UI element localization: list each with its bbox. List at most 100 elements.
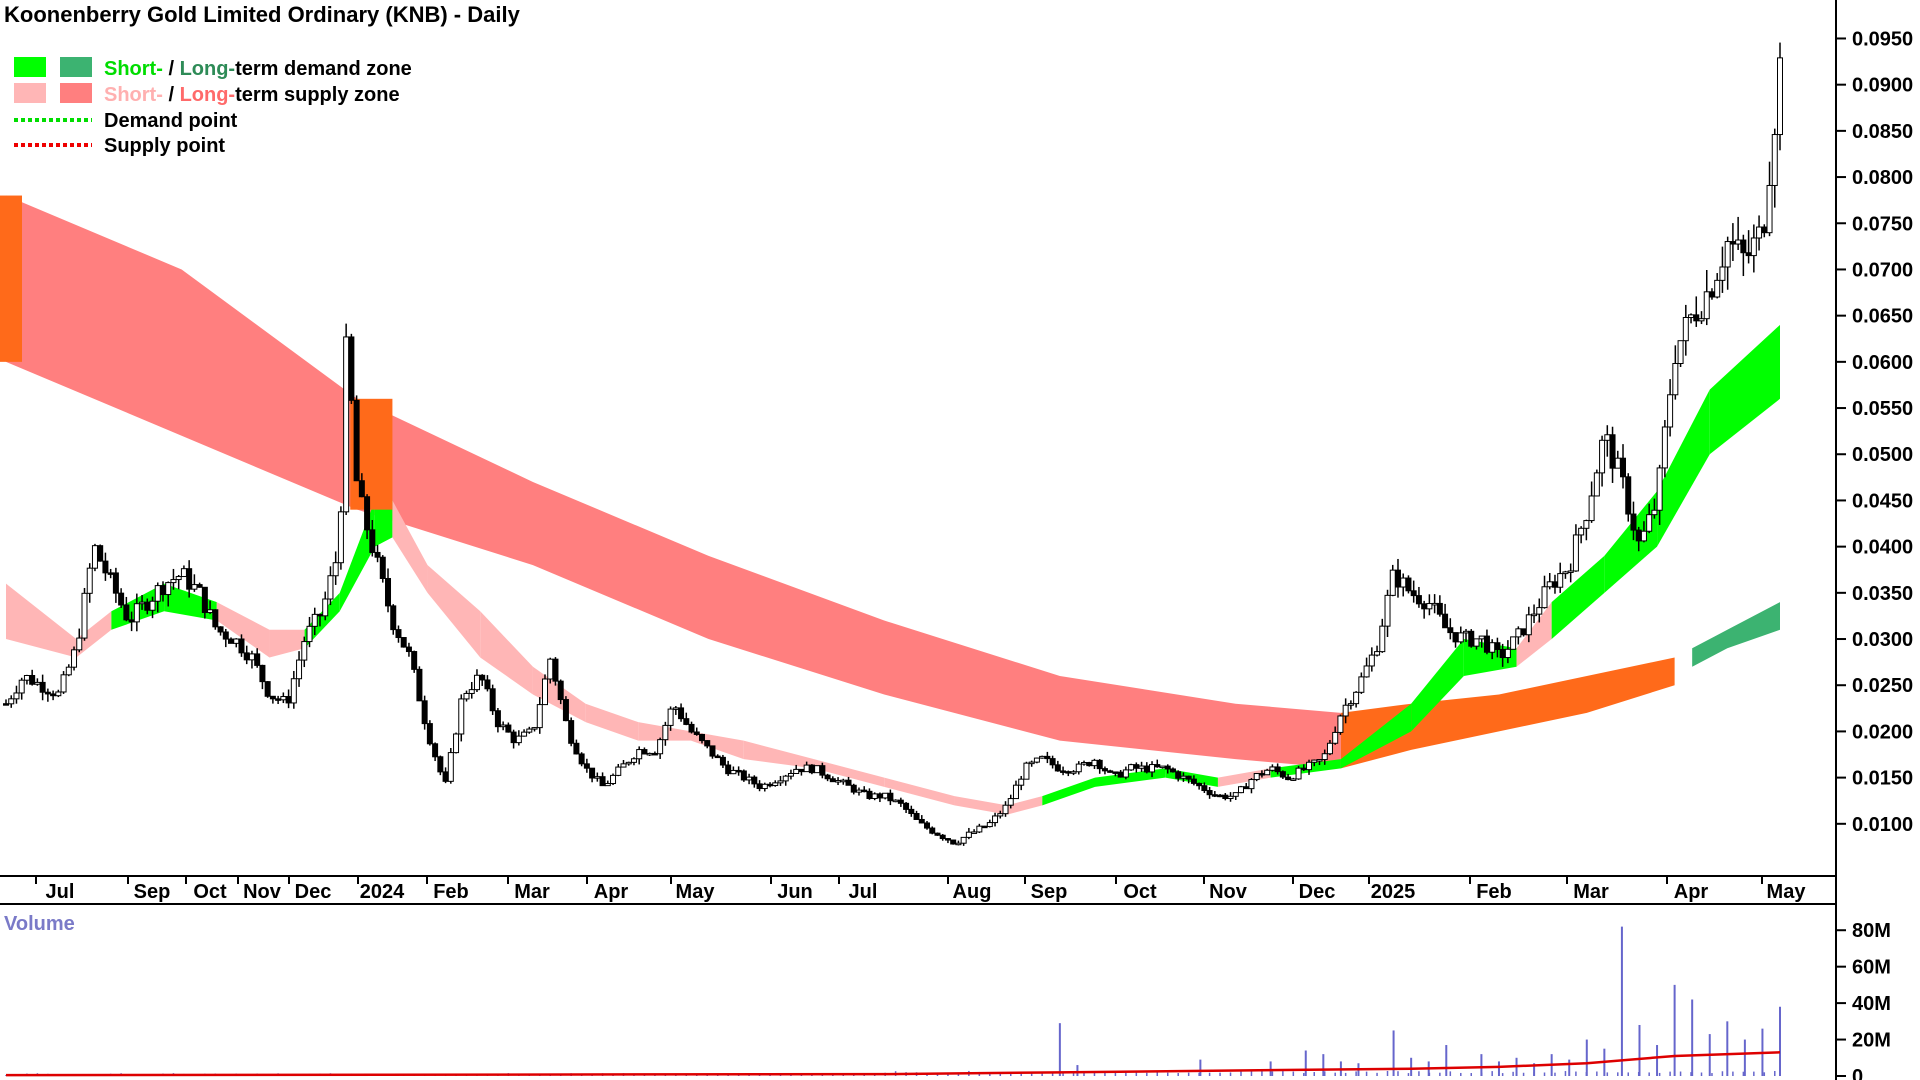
candle-body: [1154, 764, 1161, 768]
volume-panel: [5, 926, 1781, 1077]
candle-body: [1750, 237, 1757, 257]
candle-body: [761, 783, 768, 790]
candle-body: [107, 572, 114, 575]
date-axis: Jul Sep Oct Nov Dec 2024 Feb Mar Apr May Jun Jul Aug…: [35, 876, 1807, 903]
candle-body: [866, 790, 873, 799]
short-term-demand-zone: [1340, 703, 1412, 769]
short-term-supply-zone: [392, 500, 428, 593]
candle-body: [1326, 742, 1333, 755]
date-tick-label: May: [1767, 881, 1807, 903]
candle-body: [1604, 434, 1611, 441]
candle-body: [170, 579, 177, 584]
date-tick-label: Mar: [1573, 881, 1609, 903]
candle-body: [1374, 651, 1381, 656]
candle-body: [1159, 765, 1166, 769]
candle-body: [97, 545, 104, 562]
candle-body: [212, 609, 219, 628]
candle-body: [191, 584, 198, 590]
date-tick-label: Apr: [1674, 881, 1709, 903]
candle-body: [1656, 467, 1663, 511]
candle-body: [892, 799, 899, 803]
candle-body: [1572, 534, 1579, 572]
candle-body: [630, 758, 637, 763]
candle-body: [819, 765, 826, 776]
candle-body: [1070, 771, 1077, 774]
price-tick-label: 0.0650: [1852, 306, 1913, 328]
candle-body: [91, 545, 98, 569]
short-term-supply-zone: [884, 777, 955, 806]
candle-body: [1426, 603, 1433, 610]
candle-body: [908, 808, 915, 815]
date-tick-label: May: [676, 881, 716, 903]
candle-body: [1122, 769, 1129, 778]
candle-body: [918, 818, 925, 824]
candle-body: [808, 764, 815, 774]
candle-body: [1708, 291, 1715, 298]
candle-body: [835, 780, 842, 783]
candle-body: [201, 586, 208, 614]
candle-body: [1724, 241, 1731, 268]
chart-title: Koonenberry Gold Limited Ordinary (KNB) …: [4, 2, 521, 27]
candle-body: [704, 740, 711, 747]
candle-body: [473, 674, 480, 691]
candle-body: [583, 763, 590, 769]
candle-body: [981, 825, 988, 829]
candle-body: [782, 775, 789, 782]
candle-body: [1248, 779, 1255, 790]
candle-body: [280, 696, 287, 701]
candle-body: [1693, 314, 1700, 322]
candle-body: [667, 708, 674, 726]
candle-body: [521, 731, 528, 737]
date-tick-label: Feb: [1476, 881, 1512, 903]
candle-body: [233, 638, 240, 644]
candle-body: [651, 752, 658, 756]
candle-body: [23, 674, 30, 681]
candle-body: [1107, 770, 1114, 773]
candle-body: [620, 763, 627, 768]
candle-body: [1185, 775, 1192, 780]
date-tick-label: 2024: [360, 881, 405, 903]
candle-body: [871, 793, 878, 799]
volume-tick-label: 40M: [1852, 993, 1891, 1015]
candle-body: [275, 698, 282, 701]
candle-body: [756, 783, 763, 790]
candle-body: [421, 700, 428, 725]
candle-body: [1740, 239, 1747, 254]
candle-body: [1400, 577, 1407, 588]
date-tick-label: Oct: [193, 881, 227, 903]
long-term-demand-zone-overlap: [1340, 657, 1675, 769]
candle-body: [1766, 184, 1773, 234]
candle-body: [657, 739, 664, 755]
volume-moving-average: [5, 1051, 1781, 1077]
candle-body: [1337, 715, 1344, 733]
price-tick-label: 0.0150: [1852, 768, 1913, 790]
price-tick-label: 0.0700: [1852, 259, 1913, 281]
candle-body: [65, 666, 72, 676]
short-term-demand-zone: [1604, 491, 1658, 593]
candle-body: [824, 774, 831, 780]
candle-body: [1049, 758, 1056, 766]
candle-body: [1745, 252, 1752, 257]
candle-body: [939, 834, 946, 840]
candle-body: [358, 480, 365, 498]
candle-body: [897, 799, 904, 804]
candle-body: [1379, 625, 1386, 653]
candle-body: [610, 774, 617, 785]
candle-body: [1101, 768, 1108, 772]
candle-body: [411, 651, 418, 670]
short-term-supply-zone: [427, 565, 481, 658]
candle-body: [447, 752, 454, 782]
candle-body: [102, 560, 109, 574]
candle-body: [840, 779, 847, 783]
candle-body: [678, 707, 685, 720]
short-term-demand-zone: [1094, 768, 1166, 787]
candle-body: [118, 592, 125, 606]
candle-body: [86, 567, 93, 594]
candle-body: [1599, 439, 1606, 474]
candle-body: [416, 668, 423, 702]
candle-body: [1039, 755, 1046, 759]
short-term-demand-zone: [1657, 389, 1710, 547]
candle-body: [1667, 394, 1674, 428]
candle-body: [1232, 792, 1239, 797]
candle-body: [505, 724, 512, 733]
